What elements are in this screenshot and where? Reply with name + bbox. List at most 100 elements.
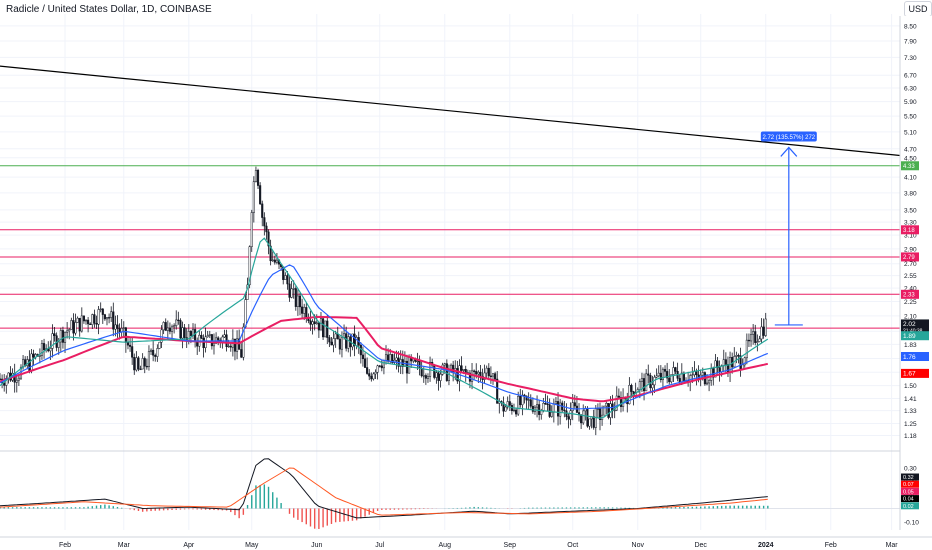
osc-tag-bg [901,502,919,510]
candle-body [179,320,182,339]
histogram-bar [662,507,664,509]
histogram-bar [460,507,463,509]
time-tick-label: Aug [439,542,452,549]
candle-body [66,330,69,333]
candle-body [217,337,220,341]
candle-body [433,364,436,378]
candle-body [93,314,96,324]
candle-body [229,345,232,348]
histogram-bar [616,507,618,509]
histogram-bar [561,507,563,509]
candle-body [330,341,333,346]
candle-body [290,288,293,298]
histogram-bar [280,503,282,509]
candle-body [38,355,41,357]
histogram-bar [599,507,601,509]
osc-tag-bg [901,480,919,488]
candle-body [158,341,161,349]
candle-body [206,335,209,338]
price-tick-label: 4.70 [904,146,917,153]
candle-body [517,396,520,415]
candle-body [189,331,192,336]
candle-body [607,402,610,418]
horizontal-levels [0,165,900,329]
histogram-bar [45,507,47,509]
level-tag-bg [901,225,919,235]
candle-body [143,358,146,367]
histogram-bar [217,508,219,511]
candle-body [422,375,425,377]
candle-body [661,369,664,380]
price-tick-label: 3.10 [904,233,917,240]
candle-body [563,409,566,412]
histogram-bar [158,508,161,511]
candle-body [487,367,490,377]
candle-body [617,395,620,398]
price-tick-label: 1.41 [904,396,917,403]
candle-body [173,325,176,328]
candle-body [408,356,411,374]
histogram-bar [481,507,484,509]
candle-body [749,334,753,342]
candle-body [322,318,325,338]
osc-tag-bg [901,487,919,495]
histogram-bar [24,507,26,509]
candle-body [303,307,306,314]
candle-body [340,337,344,350]
candle-body [263,217,266,227]
histogram-bar [188,508,190,510]
candle-body [668,377,671,383]
candle-body [145,365,148,368]
histogram-bar [276,497,278,509]
candle-body [97,309,100,325]
histogram-bar [322,508,324,528]
candle-body [208,334,211,336]
candle-body [548,404,551,417]
candle-body [464,369,467,373]
axis-bg [900,16,932,530]
time-tick-label: Jul [375,542,384,549]
histogram-bar [767,505,769,509]
candle-body [542,402,545,411]
candle-body [716,360,719,368]
histogram-bar [477,507,480,509]
histogram-bar [246,505,249,509]
osc-tag-label: 0.05 [903,489,914,495]
price-tick-label: 2.10 [904,313,917,320]
candle-body [256,170,260,186]
histogram-bar [527,507,530,509]
time-tick-label: May [245,542,259,549]
price-tick-label: 3.30 [904,220,917,227]
histogram-bar [385,508,387,510]
candle-body [353,333,356,346]
histogram-bar [318,508,320,529]
price-tick-label: 1.83 [904,342,917,349]
candle-body [418,360,421,369]
candle-body [571,402,574,411]
candle-body [147,351,151,367]
histogram-bar [708,506,710,509]
level-tag-label: 2.79 [903,255,915,261]
candle-body [131,346,134,358]
candle-body [649,375,652,389]
histogram-bar [750,505,752,509]
candle-body [72,320,75,334]
moving-averages [0,237,769,419]
level-tag-bg [901,289,919,299]
candle-body [177,319,180,321]
candle-body [588,418,591,427]
candle-body [53,333,56,336]
candle-body [678,378,681,383]
candle-body [338,338,341,350]
candle-body [95,323,98,325]
candle-body [519,396,522,406]
histogram-bar [95,505,98,509]
histogram-bar [523,507,526,509]
candle-body [468,372,471,382]
candle-body [598,408,602,420]
histogram-bar [146,508,148,512]
time-tick-label: 2024 [758,542,774,549]
candle-body [395,357,398,361]
candle-body [332,338,335,346]
